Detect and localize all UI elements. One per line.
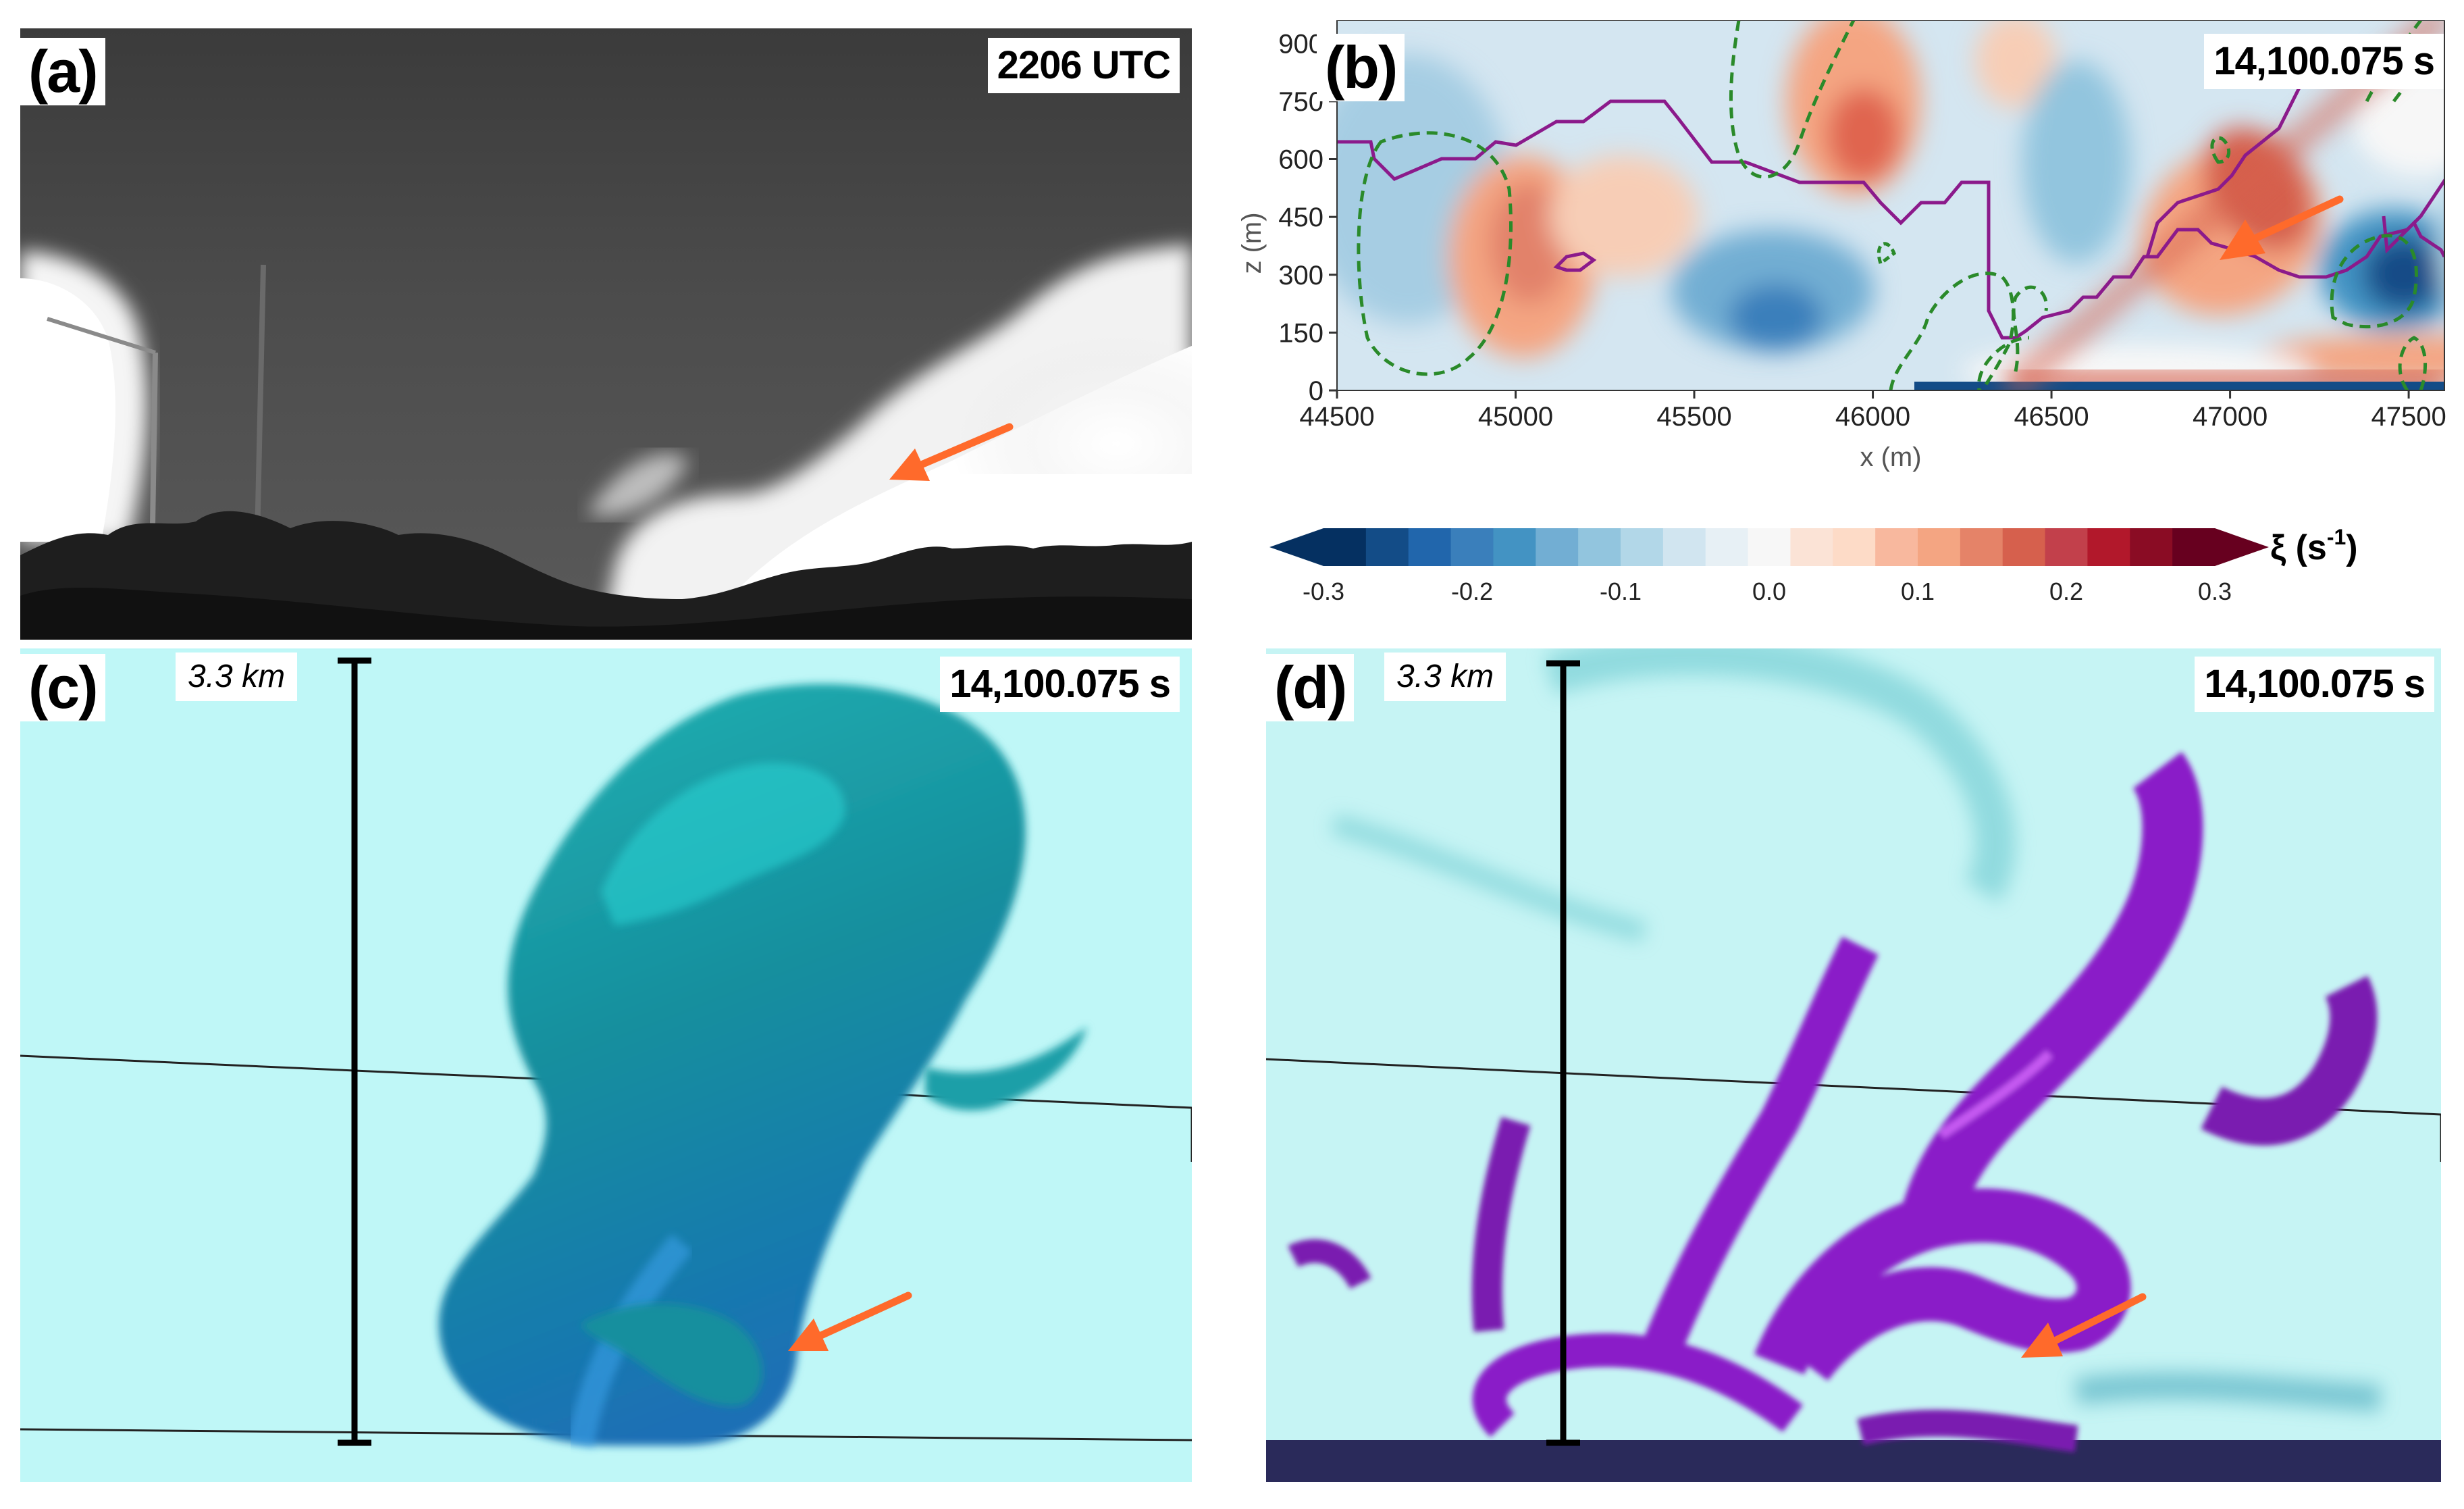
panel-a-time: 2206 UTC (987, 38, 1180, 93)
storm-photo-image (20, 28, 1192, 640)
panel-b-time: 14,100.075 s (2204, 34, 2444, 89)
x-tick-label: 45500 (1656, 402, 1731, 432)
arrow-icon (788, 1291, 912, 1351)
panel-b-chart: 44500 45000 45500 46000 46500 47000 47500 0 150 3… (1205, 20, 2464, 507)
colorbar-swatch (1705, 528, 1749, 566)
colorbar-swatch (1450, 528, 1494, 566)
colorbar-tick-label: 0.1 (1901, 578, 1935, 605)
x-tick-label: 47500 (2371, 402, 2446, 432)
x-tick-label: 46000 (1835, 402, 1910, 432)
y-tick-label: 150 (1278, 318, 1323, 348)
panel-a-photo: (a) 2206 UTC (20, 28, 1192, 640)
x-tick-label: 46500 (2014, 402, 2089, 432)
x-axis-label: x (m) (1860, 442, 1921, 472)
colorbar-svg: -0.3 -0.2 -0.1 0.0 0.1 0.2 0.3 ξ (s-1) (1269, 525, 2358, 605)
y-tick-label: 600 (1278, 145, 1323, 175)
panel-a-label: (a) (20, 38, 105, 105)
panel-c-time: 14,100.075 s (940, 657, 1180, 712)
x-tick-label: 44500 (1299, 402, 1374, 432)
colorbar-label-end: ) (2346, 528, 2357, 567)
colorbar-swatch (1536, 528, 1579, 566)
panel-d-scale: 3.3 km (1384, 653, 1506, 701)
panel-c-scale: 3.3 km (176, 653, 298, 701)
panel-d-label: (d) (1266, 654, 1355, 721)
colorbar-tick-label: -0.3 (1303, 578, 1344, 605)
y-tick-label: 900 (1278, 29, 1323, 59)
arrow-icon (2021, 1293, 2147, 1358)
colorbar-swatch (1875, 528, 1918, 566)
colorbar-swatch (1493, 528, 1536, 566)
colorbar-extend-high (2215, 528, 2269, 566)
colorbar-label: ξ (s-1) (2270, 525, 2358, 567)
y-tick-label: 300 (1278, 261, 1323, 290)
x-tick-label: 47000 (2193, 402, 2268, 432)
colorbar-swatch (2130, 528, 2173, 566)
y-axis-label: z (m) (1237, 212, 1267, 274)
colorbar-tick-label: -0.1 (1600, 578, 1642, 605)
colorbar-swatch (2002, 528, 2046, 566)
colorbar-swatch (2172, 528, 2216, 566)
colorbar-swatch (1748, 528, 1791, 566)
colorbar-label-main: ξ (s (2270, 528, 2327, 567)
panel-c-label: (c) (20, 654, 105, 721)
cross-section-plot: 44500 45000 45500 46000 46500 47000 47500 0 150 3… (1237, 20, 2446, 472)
colorbar-swatch (2087, 528, 2130, 566)
colorbar-tick-label: -0.2 (1451, 578, 1493, 605)
vorticity-render-d (1266, 648, 2441, 1482)
colorbar-swatch (1918, 528, 1961, 566)
colorbar-swatch (1323, 528, 1367, 566)
x-tick-label: 45000 (1478, 402, 1553, 432)
colorbar-tick-label: 0.2 (2049, 578, 2083, 605)
y-tick-label: 450 (1278, 203, 1323, 232)
colorbar-swatch (1365, 528, 1409, 566)
vorticity-render-c (20, 648, 1192, 1482)
colorbar-swatch (1578, 528, 1621, 566)
colorbar-tick-label: 0.0 (1752, 578, 1786, 605)
arrow-icon (2220, 195, 2344, 260)
panel-c-render: (c) 3.3 km 14,100.075 s (20, 648, 1192, 1482)
panel-d-render: (d) 3.3 km 14,100.075 s (1266, 648, 2441, 1482)
arrow-icon (889, 423, 1014, 481)
colorbar-label-sup: -1 (2327, 525, 2346, 549)
panel-b-label: (b) (1317, 34, 1405, 101)
colorbar-swatch (1790, 528, 1833, 566)
y-tick-label: 750 (1278, 87, 1323, 117)
y-tick-label: 0 (1309, 376, 1323, 406)
colorbar-extend-low (1269, 528, 1323, 566)
colorbar-swatch (1621, 528, 1664, 566)
panel-d-time: 14,100.075 s (2195, 657, 2434, 712)
colorbar-swatch (1408, 528, 1452, 566)
colorbar-tick-label: 0.3 (2198, 578, 2232, 605)
colorbar-swatch (1960, 528, 2003, 566)
colorbar: -0.3 -0.2 -0.1 0.0 0.1 0.2 0.3 ξ (s-1) (1269, 520, 2464, 628)
colorbar-swatch (1833, 528, 1876, 566)
colorbar-swatch (1662, 528, 1706, 566)
colorbar-swatch (2045, 528, 2088, 566)
